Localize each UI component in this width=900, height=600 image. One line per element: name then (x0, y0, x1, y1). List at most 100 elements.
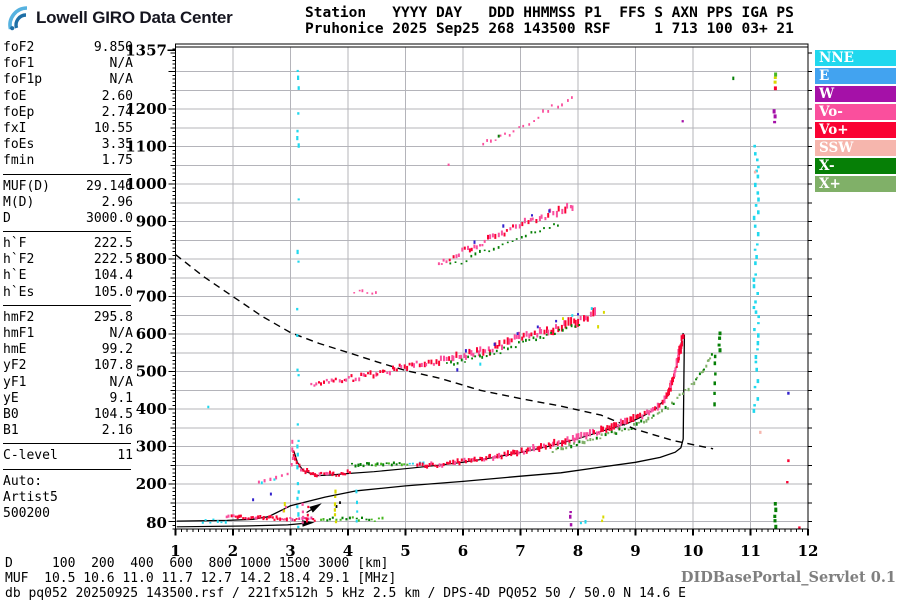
brand-title: Lowell GIRO Data Center (36, 8, 233, 27)
param-row-yF2: yF2 107.8 (3, 358, 133, 374)
legend-item-NNE: NNE (815, 50, 896, 66)
y-tick-label: 500 (136, 363, 167, 381)
x-tick-label: 4 (343, 542, 353, 560)
param-label: foE (3, 88, 27, 104)
param-value: N/A (109, 72, 133, 88)
series-stray-black (335, 501, 341, 508)
param-label: yE (3, 390, 19, 406)
series-stray-pink (257, 163, 450, 513)
y-tick-label: 1100 (125, 138, 167, 156)
param-row-Clevel: C-level 11 (3, 448, 133, 464)
series-f3-strays-blue (473, 209, 551, 244)
y-tick-label: 700 (136, 288, 167, 306)
station-header: Station YYYY DAY DDD HHMMSS P1 FFS S AXN… (305, 5, 794, 37)
x-tick-label: 12 (798, 542, 819, 560)
param-value: 104.4 (93, 268, 133, 284)
param-row-foE: foE 2.60 (3, 89, 133, 105)
param-separator (3, 231, 131, 233)
param-row-hmF2: hmF2 295.8 (3, 310, 133, 326)
y-tick-label: 600 (136, 325, 167, 343)
param-row-foEs: foEs 3.35 (3, 137, 133, 153)
param-row-MUFD: MUF(D) 29.146 (3, 179, 133, 195)
param-label: yF2 (3, 358, 27, 374)
param-label: foF1p (3, 72, 43, 88)
param-label: C-level (3, 448, 58, 464)
autoscaling-info: Artist5 (3, 489, 58, 505)
direction-legend: NNE E W Vo- Vo+ SSW X- X+ (815, 50, 897, 194)
legend-item-E: E (815, 68, 896, 84)
param-label: foF1 (3, 56, 35, 72)
param-row-D: D 3000.0 (3, 211, 133, 227)
param-row-fmin: fmin 1.75 (3, 153, 133, 169)
param-value: N/A (109, 374, 133, 390)
param-value: 104.5 (93, 406, 133, 422)
series-f1-x-rise (551, 353, 713, 453)
series-f1-x-flat (351, 461, 409, 468)
series-f4-o-band (482, 96, 573, 146)
series-f1-x-col2 (717, 331, 722, 353)
series-col-pink-2 (301, 502, 305, 524)
y-tick-label: 200 (136, 475, 167, 493)
series-col-red-1 (306, 505, 310, 523)
param-value: 222.5 (93, 252, 133, 268)
muf-values-row: MUF 10.5 10.6 11.0 11.7 12.7 14.2 18.4 2… (5, 571, 397, 586)
x-tick-label: 6 (458, 542, 468, 560)
param-label: hmF1 (3, 326, 35, 341)
autoscaling-info: 500200 (3, 505, 50, 521)
y-tick-label: 800 (136, 250, 167, 268)
param-label: foEs (3, 137, 35, 153)
param-value: 9.850 (93, 40, 133, 55)
giro-logo-icon (8, 6, 28, 31)
series-muf-transmission-curve (175, 254, 714, 450)
param-value: 222.5 (93, 236, 133, 252)
x-tick-label: 10 (683, 542, 704, 560)
series-right-strays-ssw (753, 170, 762, 434)
param-row-B0: B0 104.5 (3, 407, 133, 423)
muf-distance-row: D 100 200 400 600 800 1000 1500 3000 [km… (5, 556, 389, 571)
param-value: 3000.0 (86, 210, 133, 226)
param-value: 29.146 (86, 178, 133, 194)
param-row-foEp: foEp 2.74 (3, 105, 133, 121)
series-right-strays-red (786, 459, 801, 529)
param-label: MUF(D) (3, 178, 50, 194)
param-value: 2.60 (101, 88, 133, 104)
param-row-hF2: h`F2 222.5 (3, 252, 133, 268)
param-label: M(D) (3, 194, 35, 210)
x-tick-label: 9 (630, 542, 640, 560)
series-es-nne (201, 518, 227, 524)
param-row-yF1: yF1 N/A (3, 375, 133, 391)
param-row-B1: B1 2.16 (3, 423, 133, 439)
series-col-stack-red (773, 86, 777, 91)
series-profile-curve (176, 334, 686, 522)
legend-item-SSW: SSW (815, 140, 896, 156)
param-value: 2.16 (101, 423, 133, 439)
param-label: h`Es (3, 284, 35, 300)
param-separator (3, 443, 131, 445)
param-value: 10.55 (93, 120, 133, 136)
param-value: 295.8 (93, 309, 133, 325)
parameter-panel: foF2 9.850 foF1 N/A foF1p N/A foE 2.60 foEp 2.74 f… (3, 40, 133, 522)
param-row-foF2: foF2 9.850 (3, 40, 133, 56)
param-value: 107.8 (93, 358, 133, 374)
series-col-stack-yellow (773, 76, 777, 84)
series-f1-x-col1 (713, 354, 717, 407)
param-row-hmE: hmE 99.2 (3, 342, 133, 358)
series-f2-x-band (446, 324, 581, 366)
param-label: h`F (3, 236, 27, 252)
series-f3-o-band (437, 202, 574, 266)
param-label: B1 (3, 423, 19, 439)
y-tick-label: 900 (136, 213, 167, 231)
series-col-w-1 (569, 511, 573, 527)
series-f3-x-band (449, 223, 559, 265)
legend-item-X: X+ (815, 176, 896, 192)
param-value: N/A (109, 56, 133, 72)
series-stray-w (681, 120, 684, 123)
series-col-green-bottomright (773, 502, 778, 529)
y-tick-label: 1357 (125, 41, 167, 59)
param-label: hmF2 (3, 309, 35, 325)
param-value: 11 (117, 448, 133, 464)
series-bottom-mid-yellow (601, 515, 605, 523)
x-tick-label: 11 (740, 542, 761, 560)
